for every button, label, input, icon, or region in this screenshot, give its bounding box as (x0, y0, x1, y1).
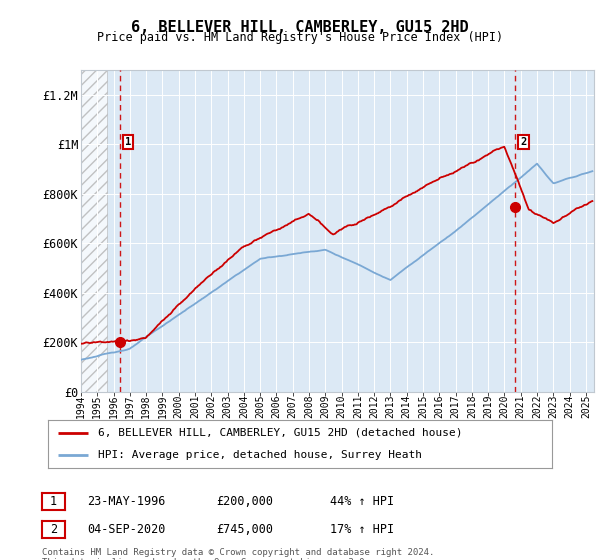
Text: 1997: 1997 (125, 395, 135, 418)
Text: 6, BELLEVER HILL, CAMBERLEY, GU15 2HD: 6, BELLEVER HILL, CAMBERLEY, GU15 2HD (131, 20, 469, 35)
Text: 2012: 2012 (369, 395, 379, 418)
Text: £745,000: £745,000 (216, 522, 273, 536)
Text: 2: 2 (50, 522, 57, 536)
Text: 2003: 2003 (223, 395, 233, 418)
Text: 2001: 2001 (190, 395, 200, 418)
Text: Price paid vs. HM Land Registry's House Price Index (HPI): Price paid vs. HM Land Registry's House … (97, 31, 503, 44)
Text: 1994: 1994 (76, 395, 86, 418)
Text: 2: 2 (520, 137, 527, 147)
Text: 2020: 2020 (499, 395, 509, 418)
Text: 44% ↑ HPI: 44% ↑ HPI (330, 494, 394, 508)
Text: 1998: 1998 (141, 395, 151, 418)
Text: 2022: 2022 (532, 395, 542, 418)
Text: 23-MAY-1996: 23-MAY-1996 (87, 494, 166, 508)
Text: 2016: 2016 (434, 395, 444, 418)
Text: 2010: 2010 (337, 395, 347, 418)
Text: 2002: 2002 (206, 395, 216, 418)
Text: 1999: 1999 (157, 395, 167, 418)
Text: 2025: 2025 (581, 395, 591, 418)
Text: 1: 1 (125, 137, 131, 147)
Text: 2006: 2006 (271, 395, 281, 418)
Text: 1995: 1995 (92, 395, 102, 418)
Text: 2024: 2024 (565, 395, 575, 418)
Text: 2009: 2009 (320, 395, 330, 418)
Text: 1: 1 (50, 494, 57, 508)
Text: 2005: 2005 (255, 395, 265, 418)
Text: £200,000: £200,000 (216, 494, 273, 508)
Text: 1996: 1996 (109, 395, 119, 418)
Text: 2008: 2008 (304, 395, 314, 418)
Text: 2017: 2017 (451, 395, 461, 418)
Text: 2004: 2004 (239, 395, 249, 418)
Text: 2018: 2018 (467, 395, 477, 418)
Text: 2023: 2023 (548, 395, 558, 418)
Text: 2019: 2019 (483, 395, 493, 418)
Text: 2015: 2015 (418, 395, 428, 418)
Text: Contains HM Land Registry data © Crown copyright and database right 2024.
This d: Contains HM Land Registry data © Crown c… (42, 548, 434, 560)
Text: 6, BELLEVER HILL, CAMBERLEY, GU15 2HD (detached house): 6, BELLEVER HILL, CAMBERLEY, GU15 2HD (d… (98, 428, 463, 438)
Text: HPI: Average price, detached house, Surrey Heath: HPI: Average price, detached house, Surr… (98, 450, 422, 460)
Bar (81, 70, 107, 392)
Text: 2000: 2000 (174, 395, 184, 418)
Text: 2014: 2014 (402, 395, 412, 418)
Text: 2007: 2007 (288, 395, 298, 418)
Text: 2021: 2021 (516, 395, 526, 418)
Text: 2011: 2011 (353, 395, 363, 418)
Text: 17% ↑ HPI: 17% ↑ HPI (330, 522, 394, 536)
Text: 04-SEP-2020: 04-SEP-2020 (87, 522, 166, 536)
Text: 2013: 2013 (385, 395, 395, 418)
